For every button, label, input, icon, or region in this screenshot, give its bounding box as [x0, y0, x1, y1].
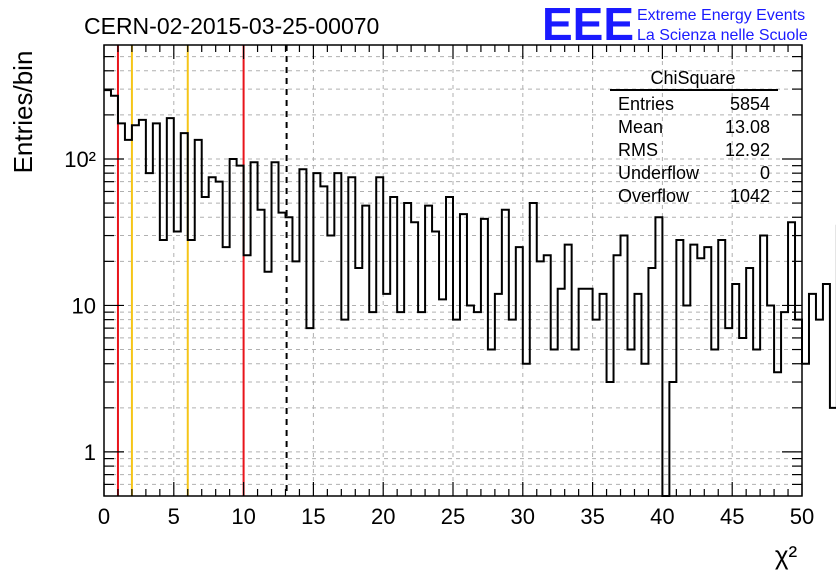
- stats-rows: Entries 5854 Mean 13.08 RMS 12.92 Underflow 0 Ov…: [618, 94, 770, 206]
- x-tick-label: 0: [98, 504, 110, 529]
- x-axis-label: χ²: [775, 540, 798, 570]
- x-tick-label: 50: [790, 504, 814, 529]
- x-tick-label: 35: [580, 504, 604, 529]
- x-tick-label: 40: [650, 504, 674, 529]
- x-tick-label: 25: [441, 504, 465, 529]
- stats-row-value: 0: [760, 163, 770, 183]
- y-tick-label: 10: [72, 293, 96, 318]
- stats-row-value: 5854: [730, 94, 770, 114]
- y-tick-label: 10²: [64, 147, 96, 172]
- y-axis-label: Entries/bin: [8, 51, 38, 174]
- stats-row-value: 12.92: [725, 140, 770, 160]
- x-tick-label: 15: [301, 504, 325, 529]
- x-tick-label: 10: [231, 504, 255, 529]
- stats-row-value: 13.08: [725, 117, 770, 137]
- x-tick-labels: 0 5 10 15 20 25 30 35 40 45 50: [98, 504, 814, 529]
- histogram-series: [104, 89, 836, 497]
- stats-row-label: Entries: [618, 94, 674, 114]
- y-tick-label: 1: [84, 440, 96, 465]
- stats-row-label: Mean: [618, 117, 663, 137]
- stats-row-label: Underflow: [618, 163, 700, 183]
- y-tick-labels: 1 10 10²: [64, 147, 96, 465]
- stats-title: ChiSquare: [650, 68, 735, 88]
- eee-logo: EEE Extreme Energy Events La Scienza nel…: [542, 0, 808, 50]
- x-tick-label: 20: [371, 504, 395, 529]
- logo-mark: EEE: [542, 0, 634, 50]
- x-tick-label: 30: [511, 504, 535, 529]
- x-tick-label: 45: [720, 504, 744, 529]
- logo-line-1: Extreme Energy Events: [637, 7, 805, 24]
- stats-row-label: Overflow: [618, 186, 690, 206]
- axis-ticks: [103, 45, 803, 496]
- stats-row-label: RMS: [618, 140, 658, 160]
- chart-title: CERN-02-2015-03-25-00070: [84, 13, 379, 39]
- marker-lines: [116, 45, 288, 496]
- x-tick-label: 5: [168, 504, 180, 529]
- logo-line-2: La Scienza nelle Scuole: [637, 27, 808, 44]
- stats-box: ChiSquare Entries 5854 Mean 13.08 RMS 12.92 Un…: [610, 68, 778, 206]
- stats-row-value: 1042: [730, 186, 770, 206]
